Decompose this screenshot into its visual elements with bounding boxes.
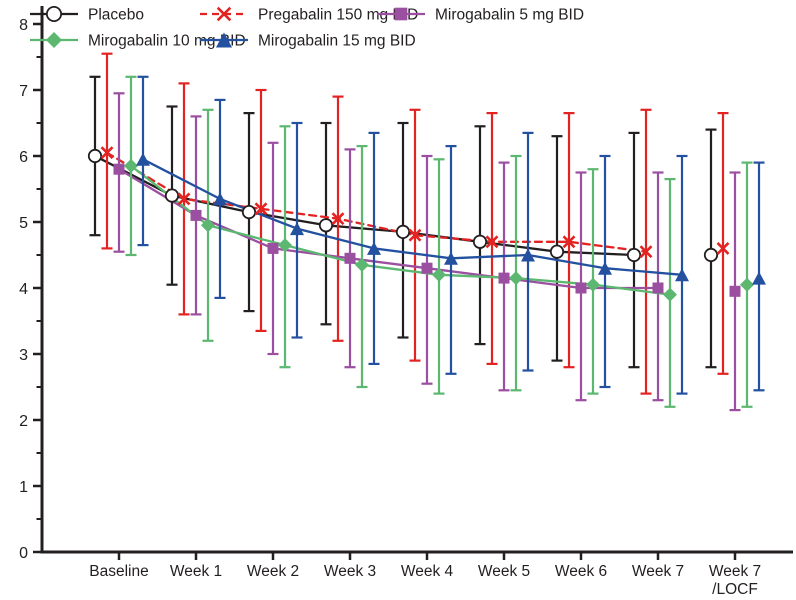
- square-marker: [498, 272, 510, 284]
- diamond-marker: [45, 31, 63, 49]
- mirogabalin-5-line: [117, 168, 660, 290]
- x-marker: [562, 235, 576, 249]
- diamond-marker: [740, 277, 754, 292]
- triangle-marker: [290, 222, 304, 236]
- triangle-marker: [752, 271, 766, 285]
- diamond-marker: [663, 287, 677, 302]
- legend-label-mirogabalin-10: Mirogabalin 10 mg BID: [88, 33, 246, 50]
- diamond-marker: [586, 277, 600, 292]
- triangle-marker: [598, 261, 612, 275]
- mirogabalin-15-line: [141, 158, 684, 276]
- y-tick-label: 0: [19, 545, 28, 562]
- y-tick-label: 6: [19, 149, 28, 166]
- x-marker: [331, 212, 345, 226]
- x-tick-label: Week 7: [709, 563, 761, 580]
- y-tick-label: 8: [19, 17, 28, 34]
- triangle-marker: [521, 248, 535, 262]
- square-marker: [267, 242, 279, 254]
- x-marker: [254, 202, 268, 216]
- y-tick-label: 2: [19, 413, 28, 430]
- square-marker: [652, 282, 664, 294]
- diamond-marker: [201, 218, 215, 233]
- open-circle-marker: [703, 247, 719, 263]
- diamond-marker: [509, 271, 523, 286]
- open-circle-marker: [549, 244, 565, 259]
- x-marker: [639, 245, 653, 259]
- open-circle-marker: [626, 247, 642, 263]
- legend-label-placebo: Placebo: [88, 7, 144, 24]
- x-tick-label: Week 4: [401, 563, 454, 580]
- y-tick-label: 7: [19, 83, 28, 100]
- diamond-marker: [278, 238, 292, 253]
- x-marker: [177, 192, 191, 206]
- x-tick-label: Week 7: [632, 563, 684, 580]
- triangle-marker: [367, 241, 381, 255]
- legend-label-mirogabalin-15: Mirogabalin 15 mg BID: [258, 33, 416, 50]
- x-tick-label: Week 3: [324, 563, 376, 580]
- diamond-marker: [355, 257, 369, 272]
- triangle-marker: [675, 268, 689, 282]
- square-marker: [394, 7, 408, 21]
- x-tick-label: Week 5: [478, 563, 530, 580]
- square-marker: [421, 262, 433, 274]
- legend-label-mirogabalin-5: Mirogabalin 5 mg BID: [435, 7, 584, 24]
- square-marker: [575, 282, 587, 294]
- x-tick-label: Week 6: [555, 563, 607, 580]
- x-marker: [408, 228, 422, 242]
- legend-label-pregabalin-150: Pregabalin 150 mg BID: [258, 7, 418, 24]
- y-tick-label: 3: [19, 347, 28, 364]
- triangle-marker: [136, 152, 150, 166]
- open-circle-marker: [87, 148, 103, 164]
- square-marker: [344, 252, 356, 264]
- triangle-marker: [444, 251, 458, 265]
- open-circle-marker: [241, 205, 257, 220]
- x-tick-label: /LOCF: [712, 581, 758, 598]
- square-marker: [113, 163, 125, 175]
- triangle-marker: [215, 32, 233, 48]
- placebo-line: [93, 154, 636, 257]
- x-marker: [216, 6, 232, 22]
- y-tick-label: 4: [19, 281, 28, 298]
- open-circle-marker: [45, 5, 63, 23]
- y-tick-label: 5: [19, 215, 28, 232]
- square-marker: [190, 209, 202, 221]
- x-marker: [716, 241, 730, 255]
- open-circle-marker: [472, 234, 488, 249]
- open-circle-marker: [395, 224, 411, 239]
- x-marker: [100, 146, 114, 160]
- square-marker: [729, 285, 741, 297]
- open-circle-marker: [164, 188, 180, 203]
- y-tick-label: 1: [19, 479, 28, 496]
- x-tick-label: Week 2: [247, 563, 299, 580]
- triangle-marker: [213, 192, 227, 206]
- diamond-marker: [432, 267, 446, 282]
- diamond-marker: [124, 158, 138, 173]
- x-marker: [485, 235, 499, 249]
- x-tick-label: Baseline: [89, 563, 148, 580]
- x-tick-label: Week 1: [170, 563, 222, 580]
- open-circle-marker: [318, 218, 334, 233]
